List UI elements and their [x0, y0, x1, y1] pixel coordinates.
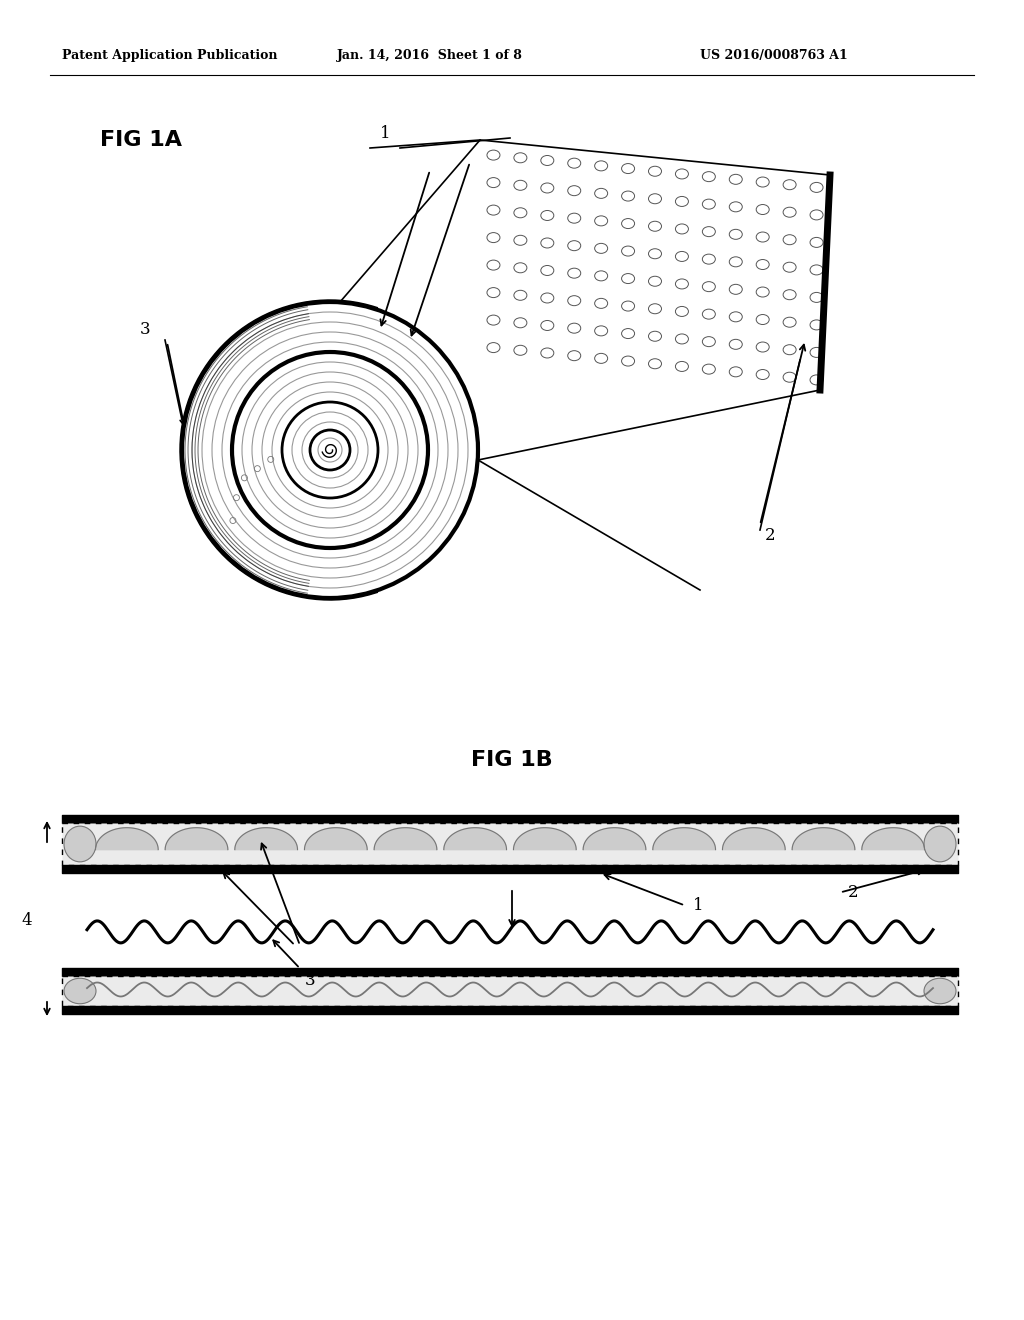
Text: Patent Application Publication: Patent Application Publication [62, 49, 278, 62]
Text: 3: 3 [139, 322, 151, 338]
Text: 4: 4 [22, 912, 33, 929]
Polygon shape [653, 828, 716, 850]
Ellipse shape [63, 826, 96, 862]
Polygon shape [165, 828, 228, 850]
Bar [62, 822, 958, 865]
Polygon shape [374, 828, 437, 850]
Text: 2: 2 [848, 884, 859, 902]
Polygon shape [723, 828, 785, 850]
Polygon shape [443, 828, 507, 850]
Text: FIG 1B: FIG 1B [471, 750, 553, 770]
Polygon shape [862, 828, 925, 850]
Text: 3: 3 [305, 972, 315, 989]
Ellipse shape [924, 826, 956, 862]
Text: US 2016/0008763 A1: US 2016/0008763 A1 [700, 49, 848, 62]
Polygon shape [95, 828, 158, 850]
Polygon shape [234, 828, 298, 850]
Polygon shape [583, 828, 646, 850]
Polygon shape [304, 828, 368, 850]
Polygon shape [513, 828, 577, 850]
Text: 1: 1 [693, 898, 703, 913]
Text: 1: 1 [380, 125, 390, 143]
Bar [62, 975, 958, 1006]
Text: FIG 1A: FIG 1A [100, 129, 182, 150]
Ellipse shape [924, 978, 956, 1003]
Ellipse shape [63, 978, 96, 1003]
Polygon shape [793, 828, 855, 850]
Text: Jan. 14, 2016  Sheet 1 of 8: Jan. 14, 2016 Sheet 1 of 8 [337, 49, 523, 62]
Text: 2: 2 [765, 527, 775, 544]
